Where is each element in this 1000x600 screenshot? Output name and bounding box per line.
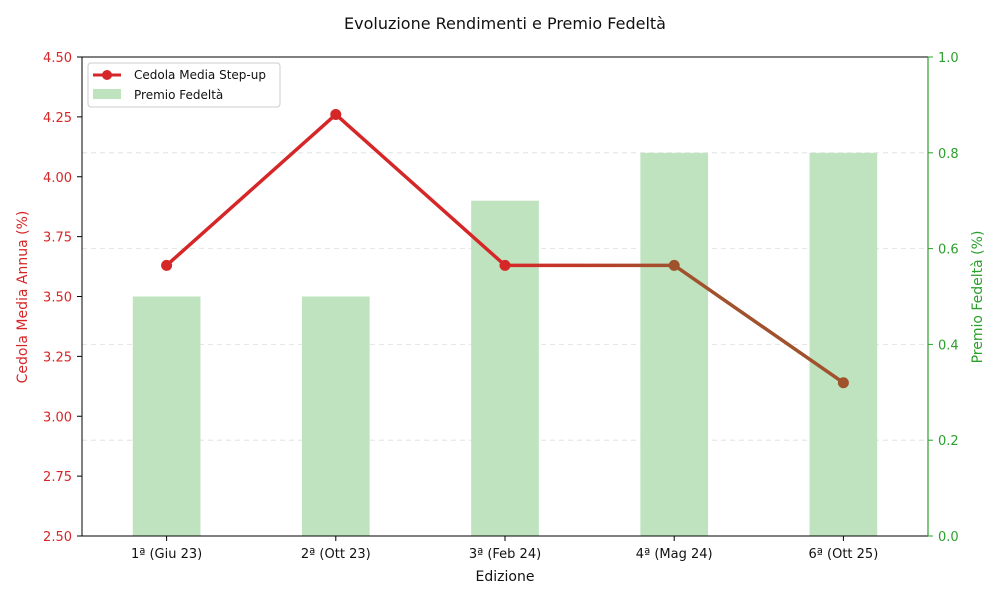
right-y-tick-label: 0.8 (938, 147, 959, 162)
point-cedola (668, 259, 680, 271)
x-tick-label: 4ª (Mag 24) (636, 547, 713, 562)
left-y-tick-label: 3.00 (43, 410, 72, 425)
point-cedola (499, 259, 511, 271)
left-y-tick-label: 4.25 (43, 111, 72, 126)
right-y-tick-label: 0.0 (938, 530, 959, 545)
point-cedola (837, 377, 849, 389)
bar-premio-fedelta (809, 152, 878, 537)
x-axis-title: Edizione (476, 569, 535, 585)
left-y-axis: 2.50 2.75 3.00 3.25 3.50 3.75 4.00 4.25 4.50 (43, 51, 82, 545)
bar-premio-fedelta (301, 296, 370, 536)
left-y-tick-label: 3.50 (43, 291, 72, 306)
line-segment-cedola (334, 112, 507, 268)
left-y-axis-title: Cedola Media Annua (%) (15, 211, 31, 384)
left-y-tick-label: 3.75 (43, 231, 72, 246)
left-y-tick-label: 3.25 (43, 350, 72, 365)
points-layer (161, 108, 849, 389)
x-tick-label: 3ª (Feb 24) (469, 547, 541, 562)
legend: Cedola Media Step-up Premio Fedeltà (87, 62, 281, 108)
bar-premio-fedelta (132, 296, 201, 536)
left-y-tick-label: 4.00 (43, 171, 72, 186)
point-cedola (330, 108, 342, 120)
left-y-tick-label: 2.75 (43, 470, 72, 485)
legend-frame (87, 62, 281, 108)
right-y-tick-label: 0.2 (938, 434, 959, 449)
x-axis: 1ª (Giu 23) 2ª (Ott 23) 3ª (Feb 24) 4ª (Mag… (131, 536, 878, 562)
right-y-axis-title: Premio Fedeltà (%) (970, 231, 986, 364)
bar-premio-fedelta (640, 152, 709, 537)
x-tick-label: 6ª (Ott 25) (809, 547, 879, 562)
x-tick-label: 2ª (Ott 23) (301, 547, 371, 562)
legend-bar-swatch (93, 89, 121, 99)
bars-layer (132, 152, 878, 537)
chart-title: Evoluzione Rendimenti e Premio Fedeltà (344, 14, 666, 33)
bar-premio-fedelta (471, 200, 539, 536)
legend-label-bar: Premio Fedeltà (134, 88, 223, 102)
right-y-tick-label: 0.6 (938, 243, 959, 258)
line-segment-cedola (164, 112, 338, 268)
left-y-tick-label: 2.50 (43, 530, 72, 545)
left-y-tick-label: 4.50 (43, 51, 72, 66)
line-layer (164, 112, 846, 385)
right-y-tick-label: 0.4 (938, 338, 959, 353)
legend-label-line: Cedola Media Step-up (134, 68, 266, 82)
x-tick-label: 1ª (Giu 23) (131, 547, 202, 562)
right-y-tick-label: 1.0 (938, 51, 959, 66)
right-y-axis: 0.0 0.2 0.4 0.6 0.8 1.0 (927, 51, 959, 545)
point-cedola (161, 259, 173, 271)
line-segment-cedola (672, 263, 846, 385)
legend-line-marker (102, 70, 112, 80)
